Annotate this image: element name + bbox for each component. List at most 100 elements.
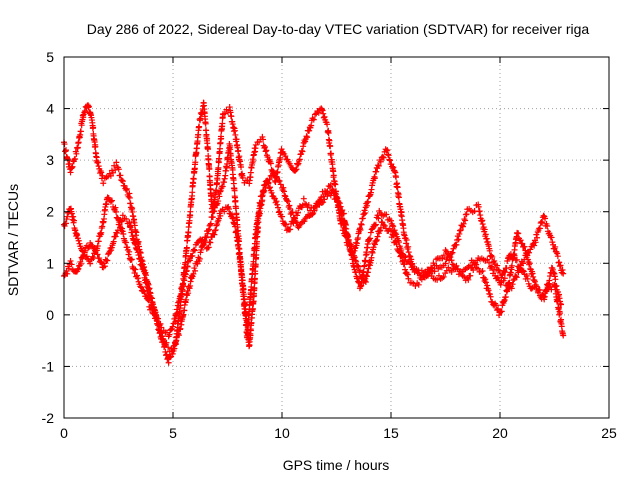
data-point: [531, 278, 538, 285]
data-point: [124, 244, 131, 251]
data-point: [357, 267, 364, 274]
data-point: [100, 180, 107, 187]
data-point: [263, 147, 270, 154]
data-point: [393, 174, 400, 181]
data-point: [362, 279, 369, 286]
data-point: [114, 230, 121, 237]
data-point: [95, 159, 102, 166]
data-point: [145, 284, 152, 291]
data-point: [191, 265, 198, 272]
data-point: [239, 174, 246, 181]
data-point: [165, 359, 172, 366]
data-point: [157, 320, 164, 327]
data-point: [268, 189, 275, 196]
data-point: [137, 261, 144, 268]
data-point: [84, 245, 91, 252]
data-point: [292, 218, 299, 225]
data-point: [189, 189, 196, 196]
data-point: [256, 210, 263, 217]
data-point: [98, 169, 105, 176]
data-point: [539, 219, 546, 226]
data-point: [300, 139, 307, 146]
data-point: [77, 128, 84, 135]
data-point: [289, 209, 296, 216]
data-point: [172, 340, 179, 347]
data-point: [524, 275, 531, 282]
data-point: [218, 135, 225, 142]
data-point: [169, 350, 176, 357]
data-point: [211, 231, 218, 238]
data-point: [549, 239, 556, 246]
data-point: [134, 249, 141, 256]
data-point: [233, 228, 240, 235]
data-point: [190, 175, 197, 182]
data-point: [457, 227, 464, 234]
data-point: [448, 257, 455, 264]
data-point: [133, 246, 140, 253]
data-point: [118, 218, 125, 225]
data-point: [228, 113, 235, 120]
data-point: [450, 245, 457, 252]
data-point: [65, 265, 72, 272]
data-point: [374, 162, 381, 169]
data-point: [147, 294, 154, 301]
data-point: [186, 257, 193, 264]
data-point: [209, 214, 216, 221]
data-point: [371, 241, 378, 248]
data-point: [542, 290, 549, 297]
data-point: [92, 143, 99, 150]
data-point: [370, 244, 377, 251]
data-point: [90, 245, 97, 252]
data-point: [379, 153, 386, 160]
x-tick-label: 10: [274, 425, 290, 441]
data-point: [447, 254, 454, 261]
data-point: [267, 160, 274, 167]
data-point: [163, 351, 170, 358]
data-point: [372, 175, 379, 182]
data-point: [300, 195, 307, 202]
data-point: [548, 234, 555, 241]
data-point: [511, 252, 518, 259]
data-point: [361, 262, 368, 269]
data-point: [462, 217, 469, 224]
data-point: [560, 270, 567, 277]
data-point: [402, 266, 409, 273]
data-point: [308, 122, 315, 129]
data-point: [531, 242, 538, 249]
data-point: [247, 332, 254, 339]
data-point: [532, 239, 539, 246]
data-point: [353, 258, 360, 265]
data-point: [421, 274, 428, 281]
data-point: [247, 169, 254, 176]
data-point: [119, 212, 126, 219]
data-point: [380, 221, 387, 228]
data-point: [93, 247, 100, 254]
data-point: [267, 184, 274, 191]
data-point: [196, 123, 203, 130]
data-point: [405, 243, 412, 250]
data-point: [431, 262, 438, 269]
data-point: [238, 164, 245, 171]
data-point: [508, 285, 515, 292]
data-point: [126, 194, 133, 201]
data-point: [372, 222, 379, 229]
data-point: [198, 246, 205, 253]
data-point: [494, 262, 501, 269]
data-point: [306, 127, 313, 134]
data-point: [235, 245, 242, 252]
data-point: [82, 107, 89, 114]
data-point: [321, 113, 328, 120]
data-point: [498, 278, 505, 285]
data-point: [255, 219, 262, 226]
data-point: [559, 266, 566, 273]
data-point: [377, 158, 384, 165]
data-point: [495, 274, 502, 281]
data-point: [301, 218, 308, 225]
data-point: [182, 259, 189, 266]
data-point: [552, 243, 559, 250]
data-point: [66, 160, 73, 167]
data-point: [479, 268, 486, 275]
data-point: [512, 273, 519, 280]
data-point: [556, 263, 563, 270]
data-point: [233, 205, 240, 212]
